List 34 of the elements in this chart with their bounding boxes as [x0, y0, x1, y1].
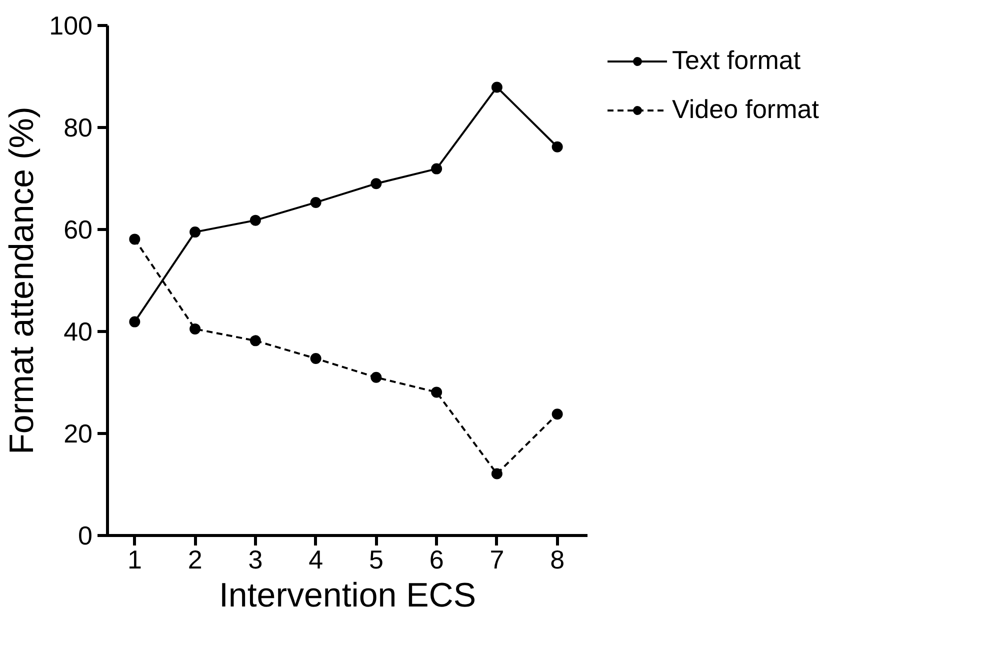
point — [552, 141, 563, 152]
point — [491, 468, 502, 480]
point — [250, 335, 261, 346]
x-tick-label: 6 — [429, 544, 444, 574]
point — [190, 226, 201, 238]
y-tick-label: 40 — [64, 316, 92, 346]
point — [310, 353, 322, 364]
x-tick-label: 8 — [550, 544, 565, 574]
point — [129, 316, 140, 328]
y-tick-label: 0 — [78, 520, 93, 550]
point — [431, 386, 442, 398]
point — [190, 323, 201, 334]
legend-label: Text format — [672, 45, 801, 76]
y-tick-label: 60 — [64, 214, 92, 244]
legend-label: Video format — [672, 94, 819, 125]
point — [370, 178, 382, 190]
point — [552, 408, 563, 420]
point — [310, 196, 322, 208]
point — [250, 214, 261, 226]
x-tick-label: 1 — [127, 544, 142, 574]
y-tick-label: 100 — [49, 10, 93, 40]
x-tick-label: 3 — [248, 544, 263, 574]
x-tick-label: 4 — [308, 544, 324, 574]
x-tick-label: 2 — [188, 544, 202, 574]
y-tick-label: 20 — [64, 418, 92, 448]
x-tick-label: 5 — [368, 544, 384, 574]
y-axis-title: Format attendance (%) — [3, 106, 42, 454]
point — [491, 82, 502, 93]
y-tick-label: 80 — [64, 112, 92, 142]
point — [370, 372, 382, 383]
point — [129, 234, 140, 245]
x-axis-title: Intervention ECS — [218, 576, 476, 614]
point — [431, 163, 442, 174]
x-tick-label: 7 — [490, 544, 504, 574]
